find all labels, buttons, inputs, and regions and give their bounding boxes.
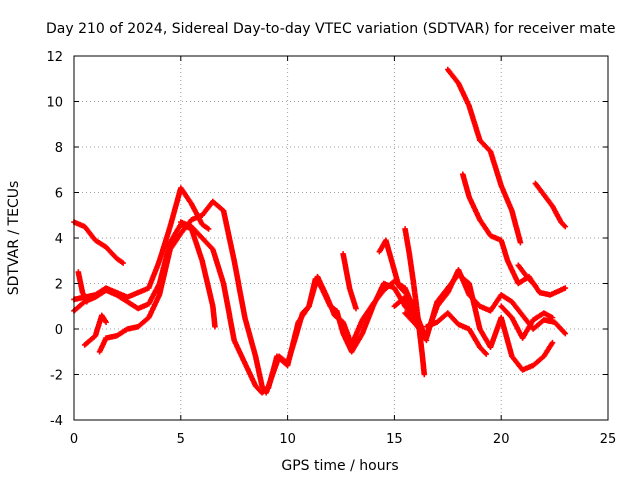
- x-tick-label: 25: [600, 432, 617, 447]
- series-arc-h: [340, 251, 359, 312]
- x-tick-label: 10: [279, 432, 296, 447]
- data-points: [71, 66, 569, 396]
- y-tick-label: -2: [50, 369, 63, 384]
- data-marker-trail: [402, 271, 556, 373]
- axis-ticks: 0 5 10 15 20 25 -4 -2 0 2 4 6 8 10 12: [46, 50, 616, 447]
- data-marker-trail: [445, 66, 524, 246]
- data-marker-trail: [460, 171, 569, 298]
- data-marker-trail: [71, 219, 126, 266]
- data-marker-trail: [71, 185, 212, 303]
- data-marker-trail: [340, 251, 359, 312]
- series-arc-l: [402, 271, 556, 373]
- x-tick-label: 15: [386, 432, 403, 447]
- x-axis-label: GPS time / hours: [281, 458, 398, 474]
- series-arc-p: [515, 262, 539, 289]
- y-tick-label: -4: [50, 414, 63, 429]
- y-tick-label: 6: [55, 187, 63, 202]
- series-arc-d: [75, 269, 90, 305]
- series-arc-o: [460, 171, 569, 298]
- data-marker-trail: [81, 312, 109, 348]
- x-tick-label: 0: [70, 432, 78, 447]
- y-axis-label: SDTVAR / TECUs: [6, 181, 22, 296]
- data-marker-trail: [75, 269, 90, 305]
- x-tick-label: 5: [177, 432, 185, 447]
- y-tick-label: 8: [55, 141, 63, 156]
- y-tick-label: 2: [55, 278, 63, 293]
- chart-title: Day 210 of 2024, Sidereal Day-to-day VTE…: [46, 21, 616, 37]
- series-arc-n: [445, 66, 524, 246]
- series-arc-g: [178, 219, 425, 396]
- series-arc-e: [81, 312, 109, 348]
- data-marker-trail: [532, 180, 569, 230]
- data-marker-trail: [498, 303, 556, 341]
- series-arc-b: [71, 185, 212, 303]
- series-arc-a: [71, 219, 126, 266]
- series-arc-m: [423, 310, 490, 357]
- y-tick-label: 0: [55, 323, 63, 338]
- series-arc-r: [498, 303, 556, 341]
- y-tick-label: 12: [46, 50, 63, 65]
- y-tick-label: 10: [46, 96, 63, 111]
- y-tick-label: 4: [55, 232, 63, 247]
- x-tick-label: 20: [493, 432, 510, 447]
- data-marker-trail: [423, 310, 490, 357]
- data-marker-trail: [515, 262, 539, 289]
- series-arc-q: [532, 180, 569, 230]
- data-marker-trail: [178, 219, 425, 396]
